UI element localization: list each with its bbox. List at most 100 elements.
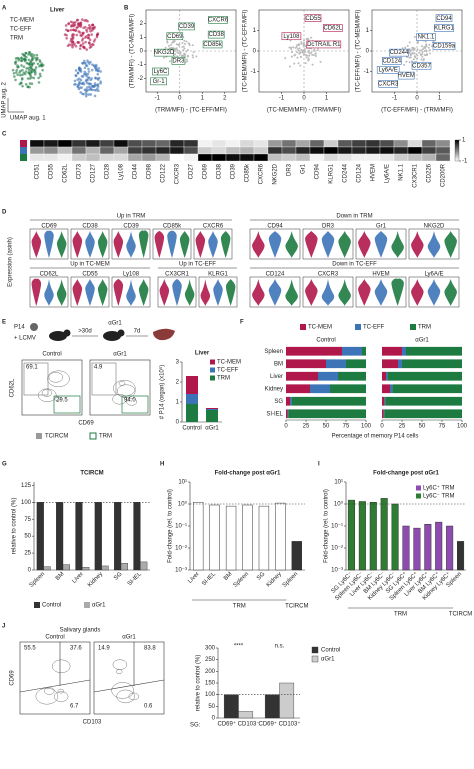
y-tick-label: 10⁻³ [175, 568, 187, 574]
heatmap-cell [141, 153, 157, 162]
bar-segment [382, 346, 402, 356]
heatmap-cell [421, 146, 437, 155]
row-swatch [20, 147, 27, 154]
violin-frame [111, 276, 151, 308]
heatmap-cell [113, 153, 129, 162]
x-tick-label: CD69⁺ CD103⁺ [258, 721, 300, 728]
axis-label: relative to control (%) [12, 498, 18, 555]
violin [97, 231, 108, 258]
violin [374, 279, 388, 306]
marker-dot [304, 62, 307, 65]
flow-title: Control [45, 635, 64, 641]
x-tick-label: 1 [438, 96, 442, 102]
flow-frame [93, 641, 165, 715]
violin [31, 231, 42, 258]
bar-segment [286, 384, 310, 394]
marker-dot [408, 48, 411, 51]
violin [184, 279, 195, 306]
violin [31, 278, 42, 306]
x-tick-label: Control [182, 426, 201, 432]
marker-dot [308, 54, 311, 57]
heatmap-cell [197, 139, 213, 148]
gene-box [304, 14, 322, 22]
y-tick-label: -1 [364, 69, 370, 75]
heatmap-cell [43, 139, 59, 148]
heatmap-cell [309, 139, 325, 148]
marker-label: KLRG1 [329, 163, 335, 183]
legend-swatch [311, 646, 319, 654]
marker-dot [304, 54, 307, 57]
marker-title: CXCR6 [203, 224, 224, 230]
umap-dot [91, 26, 94, 30]
legend-label: TC-EFF [10, 27, 32, 33]
umap-dot [41, 68, 44, 72]
annotation: n.s. [275, 644, 285, 650]
liver-icon [153, 328, 175, 341]
marker-title: CX3CR1 [165, 272, 189, 278]
axis-label: (TC-MEM/MFI) - (TRM/MFI) [267, 108, 341, 114]
umap-dot [11, 68, 15, 72]
flow-frame [89, 359, 151, 416]
marker-dot [405, 60, 408, 63]
bar-segment [291, 396, 366, 406]
gene-label: DcTRAIL R1 [307, 42, 341, 48]
umap-dot [33, 56, 37, 60]
marker-dot [297, 49, 300, 52]
heatmap-cell [169, 153, 185, 162]
umap-dot [79, 44, 82, 48]
marker-dot [422, 59, 425, 62]
x-tick-label: 25 [303, 424, 310, 430]
umap-dot [82, 59, 86, 63]
y-tick-label: 2 [176, 380, 180, 386]
y-tick-label: 1 [366, 28, 370, 34]
panel-label: A [2, 6, 7, 12]
marker-dot [292, 46, 295, 49]
schema-label: >30d [78, 329, 92, 335]
umap-dot [89, 29, 92, 33]
gate-value: 37.6 [70, 646, 82, 652]
bar-segment [288, 409, 366, 419]
bar-segment [384, 409, 462, 419]
marker-dot [408, 56, 411, 59]
marker-dot [290, 55, 293, 58]
x-tick-label: Spleen [282, 571, 299, 588]
category-label: Spleen [264, 349, 283, 355]
contour [128, 692, 140, 701]
marker-dot [168, 60, 171, 63]
marker-dot [418, 51, 421, 54]
heatmap-cell [393, 153, 409, 162]
x-tick-label: 75 [343, 424, 350, 430]
umap-dot [32, 76, 36, 80]
umap-dot [76, 78, 79, 81]
umap-dot [38, 58, 41, 62]
group-title: Up in TRM [117, 214, 146, 220]
marker-dot [290, 46, 293, 49]
marker-dot [195, 55, 198, 58]
panel-label: H [160, 462, 164, 468]
umap-dot [88, 46, 92, 49]
marker-dot [425, 50, 428, 53]
umap-dot [75, 26, 78, 30]
umap-dot [34, 66, 38, 69]
marker-dot [188, 44, 191, 47]
umap-dot [92, 40, 96, 43]
marker-dot [307, 58, 310, 61]
x-tick-label: 100 [361, 424, 372, 430]
gate [121, 395, 149, 414]
bar-segment [206, 408, 218, 409]
violin [72, 279, 83, 306]
schema-label: P14 [14, 325, 25, 331]
heatmap-cell [183, 153, 199, 162]
category-label: Kidney [265, 386, 283, 392]
legend-swatch [34, 602, 40, 608]
bar [43, 566, 51, 571]
umap-dot [85, 64, 89, 68]
x-tick-label: 0 [284, 424, 288, 430]
colorbar-label: -1 [462, 159, 468, 165]
marker-dot [169, 43, 172, 46]
marker-dot [182, 45, 185, 48]
row-swatch [20, 154, 27, 161]
marker-dot [181, 41, 184, 44]
violin [252, 231, 265, 258]
marker-dot [184, 53, 187, 56]
